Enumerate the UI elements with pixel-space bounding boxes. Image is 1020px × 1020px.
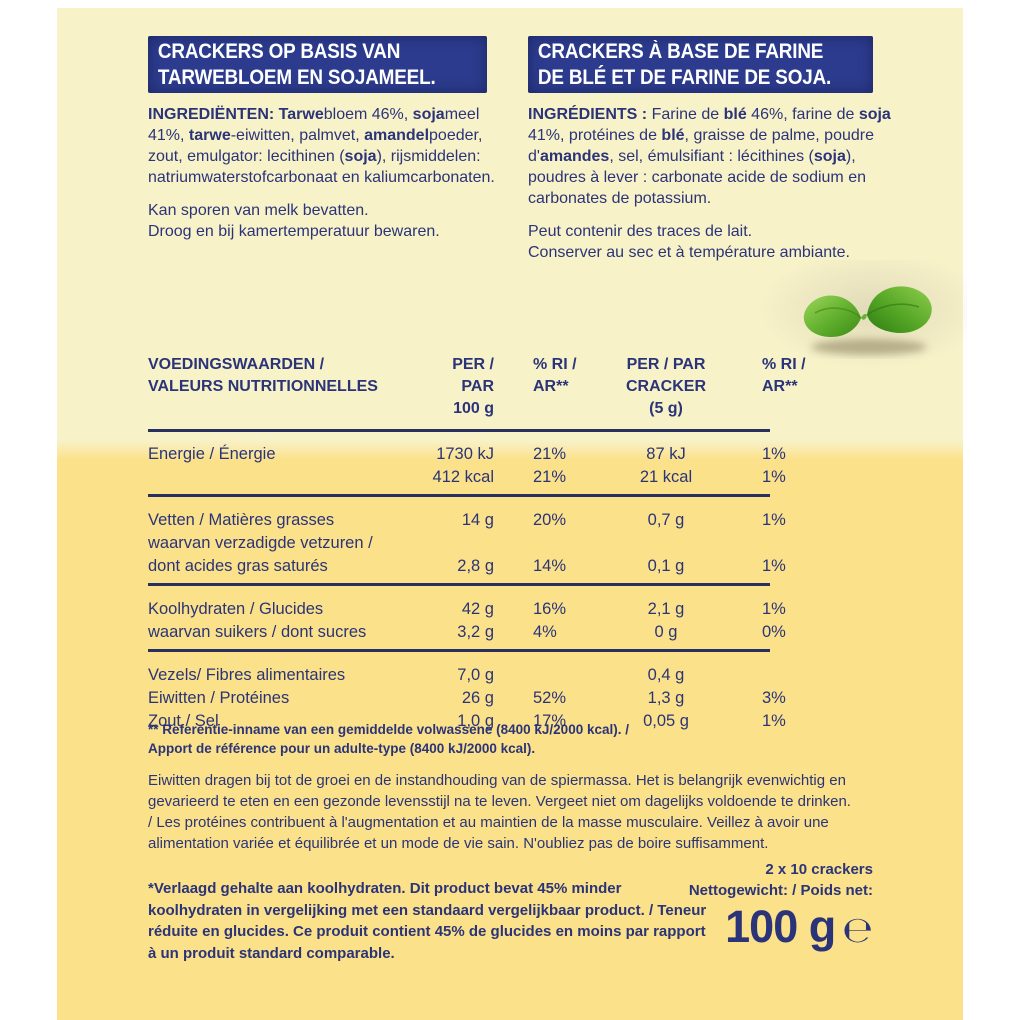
nutrition-row: dont acides gras saturés 2,8 g 14% 0,1 g 1%: [148, 555, 786, 578]
net-weight-value: 100 g ℮: [613, 903, 873, 955]
nutrition-header-per100: PER / PAR 100 g: [452, 356, 494, 417]
net-weight-amount: 100 g: [725, 901, 836, 952]
nutrition-cell: 2,1 g: [647, 600, 685, 618]
nutrition-cell: Vezels/ Fibres alimentaires: [148, 666, 346, 684]
ingredients-french-text: INGRÉDIENTS : Farine de blé 46%, farine …: [528, 106, 891, 207]
product-title-french: CRACKERS À BASE DE FARINE DE BLÉ ET DE F…: [528, 36, 873, 93]
nutrition-row: waarvan verzadigde vetzuren /: [148, 532, 770, 555]
nutrition-cell: 7,0 g: [457, 666, 494, 684]
nutrition-cell: Zout / Sel: [148, 712, 219, 730]
nutrition-row: Energie / Énergie 1730 kJ 21% 87 kJ 1%: [148, 443, 786, 466]
protein-claim-paragraph: Eiwitten dragen bij tot de groei en de i…: [148, 772, 851, 852]
nutrition-cell: [714, 532, 807, 555]
net-weight-block: 2 x 10 crackers Nettogewicht: / Poids ne…: [613, 859, 873, 955]
nutrition-cell: 1%: [762, 468, 786, 486]
soy-sprout-leaves-image: [803, 286, 932, 355]
nutrition-cell: 26 g: [461, 689, 494, 707]
table-rule: [148, 649, 770, 652]
nutrition-cell: 1%: [762, 600, 786, 618]
cracker-count: 2 x 10 crackers: [765, 861, 873, 878]
nutrition-row: Zout / Sel 1,0 g 17% 0,05 g 1%: [148, 710, 786, 733]
nutrition-cell: 87 kJ: [646, 445, 686, 463]
nutrition-table: VOEDINGSWAARDEN / VALEURS NUTRITIONNELLE…: [148, 354, 806, 733]
nutrition-cell: 21 kcal: [639, 468, 693, 486]
nutrition-cell: Koolhydraten / Glucides: [148, 600, 324, 618]
nutrition-cell: [416, 532, 494, 555]
nutrition-row: Eiwitten / Protéines 26 g 52% 1,3 g 3%: [148, 687, 786, 710]
table-rule: [148, 494, 770, 497]
nutrition-cell: 1730 kJ: [436, 445, 494, 463]
net-weight-label: Nettogewicht: / Poids net:: [688, 882, 873, 899]
nutrition-cell: [494, 664, 618, 687]
nutrition-cell: waarvan verzadigde vetzuren /: [148, 534, 373, 552]
leaf-shadow: [811, 339, 927, 355]
nutrition-cell: 0,4 g: [647, 666, 685, 684]
nutrition-cell: 16%: [533, 600, 567, 618]
nutrition-cell: Energie / Énergie: [148, 445, 276, 463]
nutrition-cell: 1%: [762, 557, 786, 575]
nutrition-cell: [618, 532, 714, 555]
nutrition-cell: 3%: [762, 689, 786, 707]
nutrition-cell: 412 kcal: [432, 468, 494, 486]
nutrition-cell: 0,7 g: [647, 511, 685, 529]
nutrition-cell: [494, 532, 618, 555]
nutrition-row: Vetten / Matières grasses 14 g 20% 0,7 g 1%: [148, 509, 786, 532]
nutrition-cell: 1%: [762, 511, 786, 529]
product-title-dutch: CRACKERS OP BASIS VAN TARWEBLOEM EN SOJA…: [148, 36, 487, 93]
nutrition-cell: 4%: [533, 623, 557, 641]
nutrition-cell: 0,1 g: [647, 557, 685, 575]
nutrition-cell: 1,0 g: [457, 712, 494, 730]
nutrition-row: Vezels/ Fibres alimentaires 7,0 g 0,4 g: [148, 664, 770, 687]
estimated-sign: ℮: [842, 910, 873, 951]
nutrition-cell: [148, 466, 416, 489]
nutrition-row: Koolhydraten / Glucides 42 g 16% 2,1 g 1%: [148, 598, 786, 621]
nutrition-row: waarvan suikers / dont sucres 3,2 g 4% 0 g 0…: [148, 621, 786, 644]
nutrition-cell: 1%: [762, 445, 786, 463]
ingredients-french-notes: Peut contenir des traces de lait. Conser…: [528, 223, 850, 261]
nutrition-cell: 42 g: [461, 600, 494, 618]
nutrition-cell: 2,8 g: [457, 557, 494, 575]
nutrition-cell: [714, 664, 807, 687]
ingredients-french: INGRÉDIENTS : Farine de blé 46%, farine …: [528, 104, 892, 275]
reference-intake-footnote: ** Referentie-inname van een gemiddelde …: [148, 722, 629, 756]
nutrition-cell: waarvan suikers / dont sucres: [148, 623, 367, 641]
nutrition-cell: Eiwitten / Protéines: [148, 689, 290, 707]
nutrition-cell: 21%: [533, 445, 567, 463]
nutrition-cell: 0,05 g: [643, 712, 689, 730]
product-title-dutch-text: CRACKERS OP BASIS VAN TARWEBLOEM EN SOJA…: [157, 39, 436, 89]
nutrition-header-ri-cracker: % RI / AR**: [762, 356, 806, 395]
nutrition-cell: 1,3 g: [647, 689, 685, 707]
nutrition-header-label: VOEDINGSWAARDEN / VALEURS NUTRITIONNELLE…: [148, 356, 378, 395]
nutrition-cell: 17%: [533, 712, 567, 730]
nutrition-cell: 20%: [533, 511, 567, 529]
nutrition-cell: 14%: [533, 557, 567, 575]
ingredients-dutch-notes: Kan sporen van melk bevatten. Droog en b…: [148, 202, 440, 240]
ingredients-dutch-text: INGREDIËNTEN: Tarwebloem 46%, sojameel 4…: [148, 106, 495, 186]
nutrition-cell: 52%: [533, 689, 567, 707]
cracker-label-back-panel: CRACKERS OP BASIS VAN TARWEBLOEM EN SOJA…: [57, 8, 967, 1020]
nutrition-cell: 3,2 g: [457, 623, 494, 641]
table-rule: [148, 429, 770, 432]
nutrition-header-per-cracker: PER / PAR CRACKER (5 g): [626, 356, 706, 417]
reduced-carb-claim: *Verlaagd gehalte aan koolhydraten. Dit …: [148, 880, 707, 962]
product-title-french-text: CRACKERS À BASE DE FARINE DE BLÉ ET DE F…: [537, 39, 832, 89]
nutrition-cell: 0 g: [654, 623, 678, 641]
nutrition-cell: 0%: [762, 623, 786, 641]
nutrition-row: 412 kcal 21% 21 kcal 1%: [148, 466, 786, 489]
nutrition-header-row: VOEDINGSWAARDEN / VALEURS NUTRITIONNELLE…: [148, 354, 806, 420]
nutrition-cell: 21%: [533, 468, 567, 486]
ingredients-dutch: INGREDIËNTEN: Tarwebloem 46%, sojameel 4…: [148, 104, 504, 254]
table-rule: [148, 583, 770, 586]
nutrition-cell: 14 g: [461, 511, 494, 529]
nutrition-header-ri-100: % RI / AR**: [533, 356, 577, 395]
nutrition-cell: dont acides gras saturés: [148, 557, 328, 575]
nutrition-cell: Vetten / Matières grasses: [148, 511, 335, 529]
nutrition-cell: 1%: [762, 712, 786, 730]
nutrition-rows: Energie / Énergie 1730 kJ 21% 87 kJ 1% 412 kc…: [148, 443, 786, 733]
